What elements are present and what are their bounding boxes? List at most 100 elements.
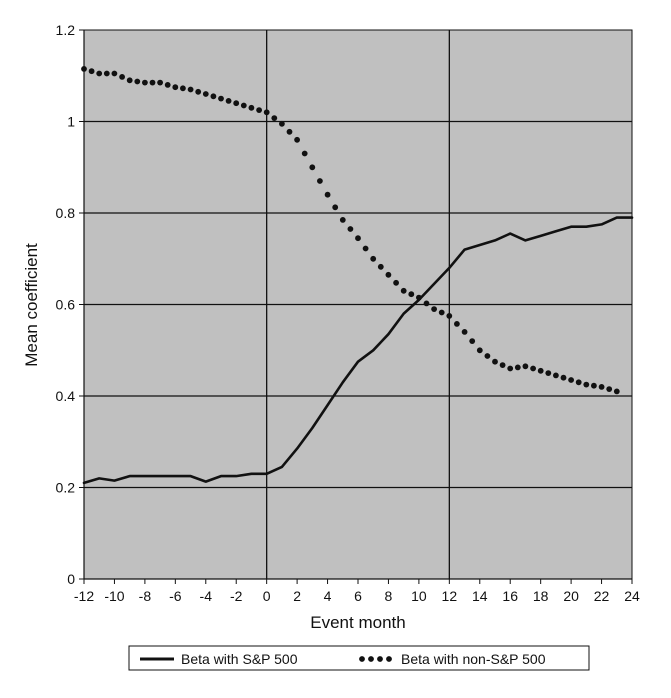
- legend-dot: [377, 656, 383, 662]
- series-dot: [591, 382, 597, 389]
- series-dot: [233, 100, 240, 107]
- series-dot: [507, 365, 514, 372]
- x-tick-label: 6: [354, 588, 362, 604]
- series-dot: [180, 85, 186, 92]
- series-dot: [568, 377, 574, 383]
- y-tick-label: 0.8: [56, 205, 76, 221]
- series-dot: [492, 358, 498, 365]
- series-dot: [469, 338, 476, 344]
- series-dot: [545, 370, 552, 376]
- x-tick-label: 16: [502, 588, 518, 604]
- series-dot: [484, 353, 491, 359]
- series-dot: [88, 68, 95, 75]
- axes: [79, 29, 633, 584]
- y-tick-label: 0.4: [56, 388, 76, 404]
- series-dot: [583, 381, 590, 388]
- y-tick-label: 0: [67, 571, 75, 587]
- series-dot: [431, 306, 437, 312]
- series-dot: [271, 115, 278, 121]
- x-tick-label: -4: [200, 588, 213, 604]
- series-dot: [553, 372, 559, 379]
- series-dot: [476, 347, 483, 354]
- series-dot: [339, 217, 346, 223]
- series-dot: [377, 263, 384, 270]
- series-dot: [248, 104, 255, 111]
- series-dot: [210, 93, 217, 100]
- series-dot: [362, 245, 369, 252]
- series-dot: [256, 107, 262, 113]
- legend-dot: [368, 656, 374, 662]
- x-tick-label: -6: [169, 588, 182, 604]
- x-tick-label: 14: [472, 588, 488, 604]
- legend-dot: [386, 656, 392, 662]
- series-dot: [332, 204, 339, 211]
- series-dot: [240, 102, 247, 109]
- series-dot: [225, 98, 232, 104]
- series-dot: [172, 84, 179, 91]
- series-dot: [530, 365, 536, 372]
- series-dot: [347, 226, 354, 232]
- series-dot: [438, 309, 445, 316]
- y-tick-label: 0.2: [56, 480, 76, 496]
- series-dot: [119, 74, 125, 80]
- series-dot: [514, 364, 521, 371]
- series-dot: [446, 313, 453, 319]
- series-dot: [423, 300, 430, 307]
- y-tick-label: 1: [67, 114, 75, 130]
- x-tick-label: 10: [411, 588, 427, 604]
- x-tick-label: -8: [139, 588, 152, 604]
- x-tick-label: 4: [324, 588, 332, 604]
- series-dot: [301, 150, 308, 157]
- x-tick-label: -12: [74, 588, 94, 604]
- x-tick-label: 2: [293, 588, 301, 604]
- legend: Beta with S&P 500 Beta with non-S&P 500: [128, 645, 590, 671]
- series-dot: [96, 70, 103, 77]
- series-dot: [195, 88, 202, 95]
- x-tick-label: -2: [230, 588, 243, 604]
- legend-label-non-sp500: Beta with non-S&P 500: [401, 651, 546, 667]
- series-dot: [537, 367, 544, 374]
- x-tick-label: -10: [104, 588, 124, 604]
- series-dot: [286, 128, 293, 135]
- series-dot: [606, 386, 613, 392]
- series-dot: [598, 384, 605, 390]
- series-dot: [142, 79, 148, 86]
- series-dot: [355, 235, 361, 242]
- series-dot: [613, 388, 620, 395]
- series-dot: [309, 164, 316, 171]
- series-dot: [157, 79, 164, 86]
- series-dot: [111, 70, 118, 77]
- series-dot: [202, 91, 209, 97]
- legend-box: [128, 645, 590, 671]
- series-dot: [149, 79, 156, 86]
- series-dot: [164, 82, 171, 88]
- y-tick-label: 0.6: [56, 297, 76, 313]
- tick-labels: -12 -10 -8 -6 -4 -2 0 2 4 6 8 10 12 14 16 18 20 22 2400.20…: [56, 22, 640, 604]
- series-dot: [294, 136, 300, 143]
- x-tick-label: 18: [533, 588, 549, 604]
- legend-label-sp500: Beta with S&P 500: [181, 651, 298, 667]
- series-dot: [126, 77, 133, 84]
- series-dot: [370, 255, 377, 262]
- series-dot: [317, 178, 323, 184]
- x-tick-label: 0: [263, 588, 271, 604]
- series-dot: [385, 271, 392, 278]
- series-dot: [575, 379, 582, 386]
- series-dot: [454, 321, 460, 327]
- series-dot: [416, 294, 422, 301]
- series-dot: [263, 109, 270, 116]
- series-dot: [134, 78, 141, 85]
- x-tick-label: 8: [385, 588, 393, 604]
- x-axis-title: Event month: [310, 613, 405, 632]
- gridlines: [84, 30, 632, 579]
- x-tick-label: 22: [594, 588, 610, 604]
- series-dot: [499, 362, 506, 368]
- series-dot: [103, 70, 110, 77]
- series-dot: [324, 191, 331, 198]
- legend-dot: [359, 656, 365, 662]
- series-dot: [461, 329, 468, 335]
- series-dot: [218, 95, 224, 102]
- series-dot: [522, 363, 529, 370]
- y-axis-title: Mean coefficient: [22, 243, 41, 367]
